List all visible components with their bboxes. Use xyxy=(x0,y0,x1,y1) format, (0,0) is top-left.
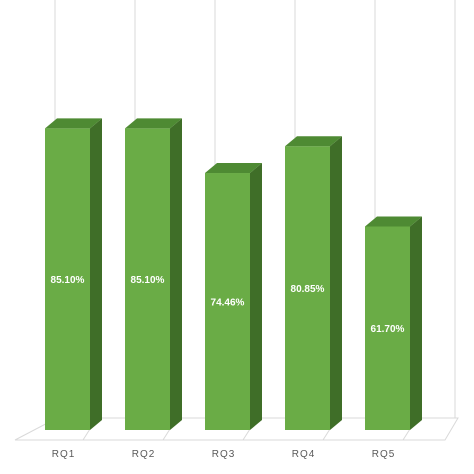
data-label: 74.46% xyxy=(211,298,245,309)
category-labels: RQ1 RQ2 RQ3 RQ4 RQ5 xyxy=(52,449,396,460)
bar-top xyxy=(365,216,422,227)
bar xyxy=(365,226,410,430)
category-label: RQ1 xyxy=(52,449,76,460)
bar-top xyxy=(45,118,102,129)
data-labels: 85.10% 85.10% 74.46% 80.85% 61.70% xyxy=(51,275,405,335)
bar xyxy=(125,128,170,430)
bar xyxy=(205,173,250,430)
category-label: RQ3 xyxy=(212,449,236,460)
category-label: RQ4 xyxy=(292,449,316,460)
bar-side xyxy=(250,163,262,430)
bar xyxy=(285,146,330,430)
category-label: RQ2 xyxy=(132,449,156,460)
bar-top xyxy=(125,118,182,129)
bar-top xyxy=(285,136,342,147)
bar-side xyxy=(170,118,182,430)
bar-side xyxy=(90,118,102,430)
bar xyxy=(45,128,90,430)
bars xyxy=(45,118,422,430)
bar-side xyxy=(330,136,342,430)
data-label: 61.70% xyxy=(371,324,405,335)
bar-top xyxy=(205,163,262,174)
bar-side xyxy=(410,216,422,430)
data-label: 85.10% xyxy=(51,275,85,286)
category-label: RQ5 xyxy=(372,449,396,460)
data-label: 80.85% xyxy=(291,284,325,295)
data-label: 85.10% xyxy=(131,275,165,286)
